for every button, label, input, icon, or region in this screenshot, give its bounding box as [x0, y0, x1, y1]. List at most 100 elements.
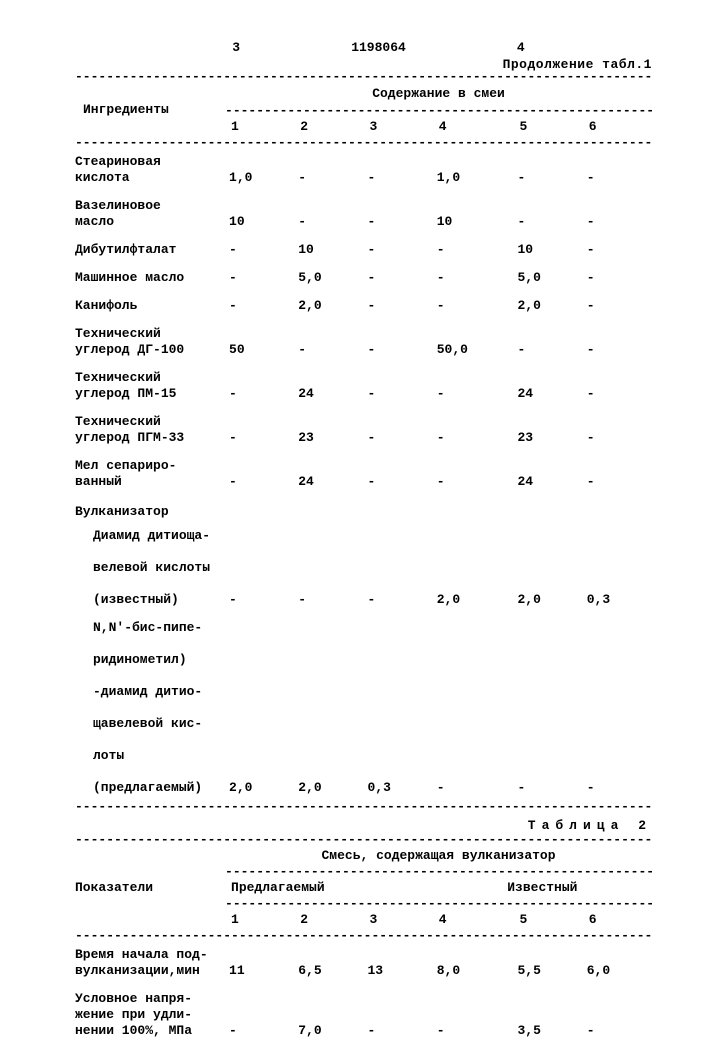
table-row: Техническийуглерод ПГМ-33-23--23-	[75, 408, 652, 452]
cell: -	[294, 522, 363, 614]
table-row: Техническийуглерод ДГ-10050--50,0--	[75, 320, 652, 364]
cell: 23	[513, 408, 582, 452]
cell: -	[433, 614, 514, 802]
cell: 10	[513, 236, 582, 264]
table-2-body: Время начала под-вулканизации,мин116,513…	[75, 941, 652, 1045]
page-num-left: 3	[75, 40, 307, 55]
col-num: 2	[294, 116, 363, 138]
row-label: Машинное масло	[75, 264, 225, 292]
table-1: Ингредиенты Содержание в смеи ----------…	[75, 82, 652, 138]
cell: 11	[225, 941, 294, 985]
cell: -	[583, 985, 652, 1045]
document-page: 3 1198064 4 Продолжение табл.1 ---------…	[0, 0, 707, 1000]
cell: -	[433, 408, 514, 452]
cell: -	[583, 408, 652, 452]
cell: -	[363, 364, 432, 408]
vulk-heading: Вулканизатор	[75, 496, 652, 522]
divider: ----------------------------------------…	[225, 867, 652, 877]
table-2-header: Показатели Смесь, содержащая вулканизато…	[75, 845, 652, 931]
table-row: Диамид дитиоща-велевой кислоты(известный…	[75, 522, 652, 614]
cell: 24	[294, 452, 363, 496]
col-num: 6	[583, 909, 652, 931]
table-row: Условное напря-жение при удли-нении 100%…	[75, 985, 652, 1045]
divider: ----------------------------------------…	[75, 835, 652, 845]
row-label: Техническийуглерод ПМ-15	[75, 364, 225, 408]
cell: 10	[433, 192, 514, 236]
cell: 2,0	[225, 614, 294, 802]
cell: 10	[294, 236, 363, 264]
header-content: Содержание в смеи	[225, 82, 652, 106]
divider: ----------------------------------------…	[75, 802, 652, 812]
cell: -	[225, 264, 294, 292]
cell: -	[433, 364, 514, 408]
cell: -	[433, 292, 514, 320]
row-label: Техническийуглерод ДГ-100	[75, 320, 225, 364]
cell: -	[513, 320, 582, 364]
cell: -	[225, 522, 294, 614]
row-label: Вазелиновоемасло	[75, 192, 225, 236]
header-mix: Смесь, содержащая вулканизатор	[225, 845, 652, 867]
header-ingredients: Ингредиенты	[75, 82, 225, 138]
sub-proposed: Предлагаемый	[225, 877, 433, 899]
cell: 24	[294, 364, 363, 408]
cell: -	[513, 614, 582, 802]
cell: 23	[294, 408, 363, 452]
cell: -	[363, 292, 432, 320]
table-row: Стеариноваякислота1,0--1,0--	[75, 148, 652, 192]
row-label: Стеариноваякислота	[75, 148, 225, 192]
table-row: Вазелиновоемасло10--10--	[75, 192, 652, 236]
cell: -	[583, 614, 652, 802]
table-row: Машинное масло-5,0--5,0-	[75, 264, 652, 292]
cell: 1,0	[225, 148, 294, 192]
cell: -	[363, 148, 432, 192]
col-num: 3	[363, 116, 432, 138]
cell: -	[513, 148, 582, 192]
row-label: Условное напря-жение при удли-нении 100%…	[75, 985, 225, 1045]
cell: 2,0	[513, 522, 582, 614]
cell: -	[363, 408, 432, 452]
row-label: Время начала под-вулканизации,мин	[75, 941, 225, 985]
cell: 1,0	[433, 148, 514, 192]
cell: -	[225, 408, 294, 452]
header-numbers: 3 1198064 4	[75, 40, 652, 55]
cell: 2,0	[513, 292, 582, 320]
divider: ----------------------------------------…	[225, 899, 652, 909]
cell: 6,0	[583, 941, 652, 985]
cell: -	[294, 320, 363, 364]
col-num: 5	[513, 116, 582, 138]
sub-known: Известный	[433, 877, 652, 899]
table-row: Канифоль-2,0--2,0-	[75, 292, 652, 320]
cell: -	[583, 452, 652, 496]
table-row: Дибутилфталат-10--10-	[75, 236, 652, 264]
cell: -	[225, 452, 294, 496]
col-num: 6	[583, 116, 652, 138]
cell: -	[363, 320, 432, 364]
col-num: 5	[513, 909, 582, 931]
cell: -	[294, 148, 363, 192]
cell: -	[433, 264, 514, 292]
cell: -	[225, 292, 294, 320]
row-label: Канифоль	[75, 292, 225, 320]
col-num: 1	[225, 116, 294, 138]
cell: -	[583, 192, 652, 236]
doc-number: 1198064	[307, 40, 449, 55]
continuation-label: Продолжение табл.1	[75, 57, 652, 72]
divider: ----------------------------------------…	[75, 72, 652, 82]
col-num: 1	[225, 909, 294, 931]
cell: -	[225, 236, 294, 264]
cell: -	[225, 985, 294, 1045]
cell: -	[363, 236, 432, 264]
cell: -	[583, 148, 652, 192]
cell: 24	[513, 452, 582, 496]
cell: -	[583, 264, 652, 292]
cell: 24	[513, 364, 582, 408]
cell: 3,5	[513, 985, 582, 1045]
cell: -	[363, 452, 432, 496]
cell: 50	[225, 320, 294, 364]
cell: -	[583, 364, 652, 408]
cell: 2,0	[294, 614, 363, 802]
cell: 8,0	[433, 941, 514, 985]
divider: ----------------------------------------…	[225, 106, 652, 116]
table-row: Мел сепариро-ванный-24--24-	[75, 452, 652, 496]
cell: 0,3	[583, 522, 652, 614]
